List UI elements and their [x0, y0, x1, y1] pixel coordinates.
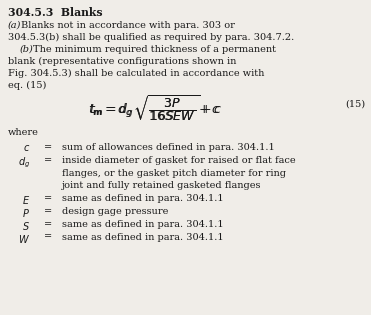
Text: where: where [8, 128, 39, 137]
Text: (a): (a) [8, 21, 22, 30]
Text: (15): (15) [345, 100, 365, 108]
Text: $E$: $E$ [22, 194, 30, 206]
Text: =: = [44, 194, 52, 203]
Text: $t_{\mathbf{m}} = d_g\,\sqrt{\dfrac{3P}{16SEW\,}} + c$: $t_{\mathbf{m}} = d_g\,\sqrt{\dfrac{3P}{… [88, 93, 222, 123]
Text: =: = [44, 232, 52, 242]
Text: eq. (15): eq. (15) [8, 81, 46, 90]
Text: same as defined in para. 304.1.1: same as defined in para. 304.1.1 [62, 194, 224, 203]
Text: joint and fully retained gasketed flanges: joint and fully retained gasketed flange… [62, 181, 262, 190]
Text: design gage pressure: design gage pressure [62, 207, 168, 216]
Text: same as defined in para. 304.1.1: same as defined in para. 304.1.1 [62, 220, 224, 229]
Text: $d_g$: $d_g$ [18, 156, 30, 170]
Text: The minimum required thickness of a permanent: The minimum required thickness of a perm… [33, 45, 276, 54]
Text: =: = [44, 143, 52, 152]
Text: same as defined in para. 304.1.1: same as defined in para. 304.1.1 [62, 232, 224, 242]
Text: $t_m = d_g\,\sqrt{\dfrac{3P}{16SEW}} + c$: $t_m = d_g\,\sqrt{\dfrac{3P}{16SEW}} + c… [89, 93, 221, 123]
Text: $c$: $c$ [23, 143, 30, 153]
Text: =: = [44, 220, 52, 229]
Text: inside diameter of gasket for raised or flat face: inside diameter of gasket for raised or … [62, 156, 296, 165]
Text: 304.5.3(b) shall be qualified as required by para. 304.7.2.: 304.5.3(b) shall be qualified as require… [8, 33, 294, 42]
Text: flanges, or the gasket pitch diameter for ring: flanges, or the gasket pitch diameter fo… [62, 169, 286, 178]
Text: $S$: $S$ [22, 220, 30, 232]
Text: 304.5.3  Blanks: 304.5.3 Blanks [8, 7, 103, 18]
Text: Blanks not in accordance with para. 303 or: Blanks not in accordance with para. 303 … [21, 21, 235, 30]
Text: =: = [44, 156, 52, 165]
Text: $P$: $P$ [22, 207, 30, 219]
Text: (b): (b) [20, 45, 34, 54]
Text: $W$: $W$ [18, 232, 30, 245]
Text: sum of allowances defined in para. 304.1.1: sum of allowances defined in para. 304.1… [62, 143, 275, 152]
Text: =: = [44, 207, 52, 216]
Text: blank (representative configurations shown in: blank (representative configurations sho… [8, 57, 236, 66]
Text: Fig. 304.5.3) shall be calculated in accordance with: Fig. 304.5.3) shall be calculated in acc… [8, 69, 265, 78]
